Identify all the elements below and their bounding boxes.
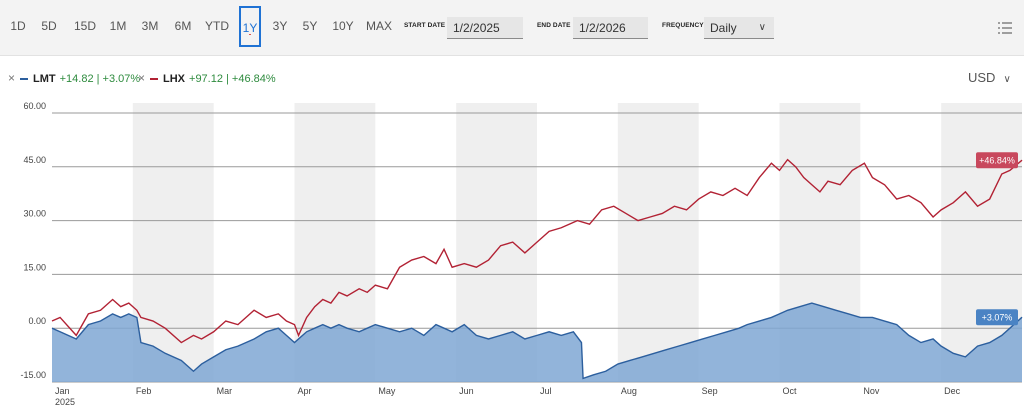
- frequency-value: Daily: [710, 21, 737, 35]
- range-button-1y[interactable]: 1Y: [239, 6, 261, 47]
- remove-lmt-icon[interactable]: ×: [8, 71, 16, 85]
- chevron-down-icon: ∨: [1003, 74, 1011, 85]
- currency-label: USD: [968, 70, 996, 85]
- range-button-max[interactable]: MAX: [365, 19, 392, 33]
- range-button-1d[interactable]: 1D: [10, 19, 26, 33]
- range-button-3m[interactable]: 3M: [141, 19, 159, 33]
- series-lmt-line: [51, 302, 1023, 380]
- list-settings-icon[interactable]: [996, 20, 1014, 36]
- lhx-swatch: [150, 78, 159, 81]
- y-tick-label: 15.00: [23, 262, 46, 272]
- end-date-label: END DATE: [537, 22, 571, 29]
- x-tick-label: Dec: [944, 386, 961, 396]
- legend-item-lmt: × LMT +14.82 | +3.07%: [8, 71, 140, 85]
- y-tick-label: 0.00: [28, 316, 46, 326]
- currency-select[interactable]: USD ∨: [968, 70, 1011, 85]
- x-tick-label: Oct: [783, 386, 798, 396]
- legend-item-lhx: × LHX +97.12 | +46.84%: [138, 71, 276, 85]
- lmt-swatch: [20, 78, 29, 81]
- end-label-lhx-bg: [976, 152, 1018, 169]
- frequency-label: FREQUENCY: [662, 22, 704, 29]
- x-tick-label: Sep: [702, 386, 718, 396]
- x-tick-label: Jun: [459, 386, 474, 396]
- legend-ticker-lmt: LMT: [33, 73, 56, 85]
- toolbar: 1D 5D 15D 1M 3M 6M YTD 1Y 3Y 5Y 10Y MAX START DATE …: [0, 0, 1024, 56]
- series-lmt-area: [52, 303, 1022, 382]
- remove-lhx-icon[interactable]: ×: [138, 71, 146, 85]
- year-label: 2025: [55, 397, 75, 407]
- range-button-ytd[interactable]: YTD: [205, 19, 229, 33]
- range-button-6m[interactable]: 6M: [174, 19, 192, 33]
- range-button-3y[interactable]: 3Y: [272, 19, 288, 33]
- end-date-input[interactable]: 1/2/2026: [573, 17, 648, 39]
- end-label-lhx: +46.84%: [979, 156, 1015, 166]
- start-date-input[interactable]: 1/2/2025: [447, 17, 523, 39]
- x-tick-label: Mar: [217, 386, 233, 396]
- start-date-label: START DATE: [404, 22, 446, 29]
- x-tick-label: Apr: [298, 386, 312, 396]
- legend-change-lmt: +14.82 | +3.07%: [59, 73, 141, 85]
- range-button-10y[interactable]: 10Y: [332, 19, 354, 33]
- x-tick-label: Jul: [540, 386, 552, 396]
- x-tick-label: Aug: [621, 386, 637, 396]
- legend-change-lhx: +97.12 | +46.84%: [189, 73, 276, 85]
- y-tick-label: 45.00: [23, 155, 46, 165]
- end-label-lmt-bg: [976, 309, 1018, 326]
- end-label-lmt: +3.07%: [982, 313, 1013, 323]
- y-tick-label: -15.00: [20, 370, 46, 380]
- y-tick-label: 30.00: [23, 209, 46, 219]
- y-tick-label: 60.00: [23, 101, 46, 111]
- active-range-underline: [249, 34, 251, 35]
- x-tick-label: Nov: [863, 386, 880, 396]
- x-tick-label: Feb: [136, 386, 152, 396]
- x-tick-label: May: [378, 386, 396, 396]
- range-button-1m[interactable]: 1M: [109, 19, 127, 33]
- range-button-5d[interactable]: 5D: [41, 19, 57, 33]
- range-button-15d[interactable]: 15D: [73, 19, 96, 33]
- chevron-down-icon: ∨: [758, 22, 766, 33]
- series-lhx-line: [51, 158, 1023, 344]
- month-band: [132, 103, 214, 382]
- month-band: [617, 103, 699, 382]
- x-tick-label: Jan: [55, 386, 70, 396]
- frequency-select[interactable]: Daily ∨: [704, 17, 774, 39]
- legend: × LMT +14.82 | +3.07% × LHX +97.12 | +46.84%: [0, 60, 1024, 90]
- range-button-5y[interactable]: 5Y: [302, 19, 318, 33]
- legend-ticker-lhx: LHX: [163, 73, 186, 85]
